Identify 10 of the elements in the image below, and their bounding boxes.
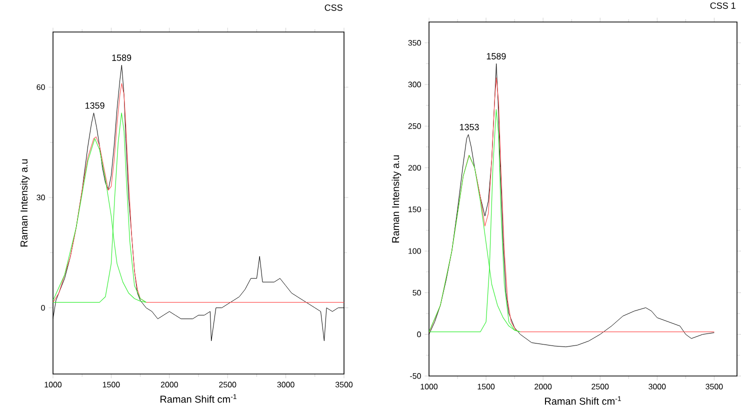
chart-title: CSS <box>324 4 342 11</box>
x-axis-title: Raman Shift cm$^{-1}$ <box>545 396 621 405</box>
annotation: 1589 <box>112 54 132 61</box>
x-axis-title: Raman Shift cm$^{-1}$ <box>160 394 236 403</box>
annotation: 1589 <box>486 53 506 60</box>
y-axis-title: Raman Intensity a.u <box>392 155 402 242</box>
annotation: 1353 <box>460 124 479 130</box>
y-axis-title: Raman Intensity a.u <box>20 159 30 246</box>
chart-title: CSS 1 <box>710 2 736 9</box>
annotation: 1359 <box>86 102 104 109</box>
